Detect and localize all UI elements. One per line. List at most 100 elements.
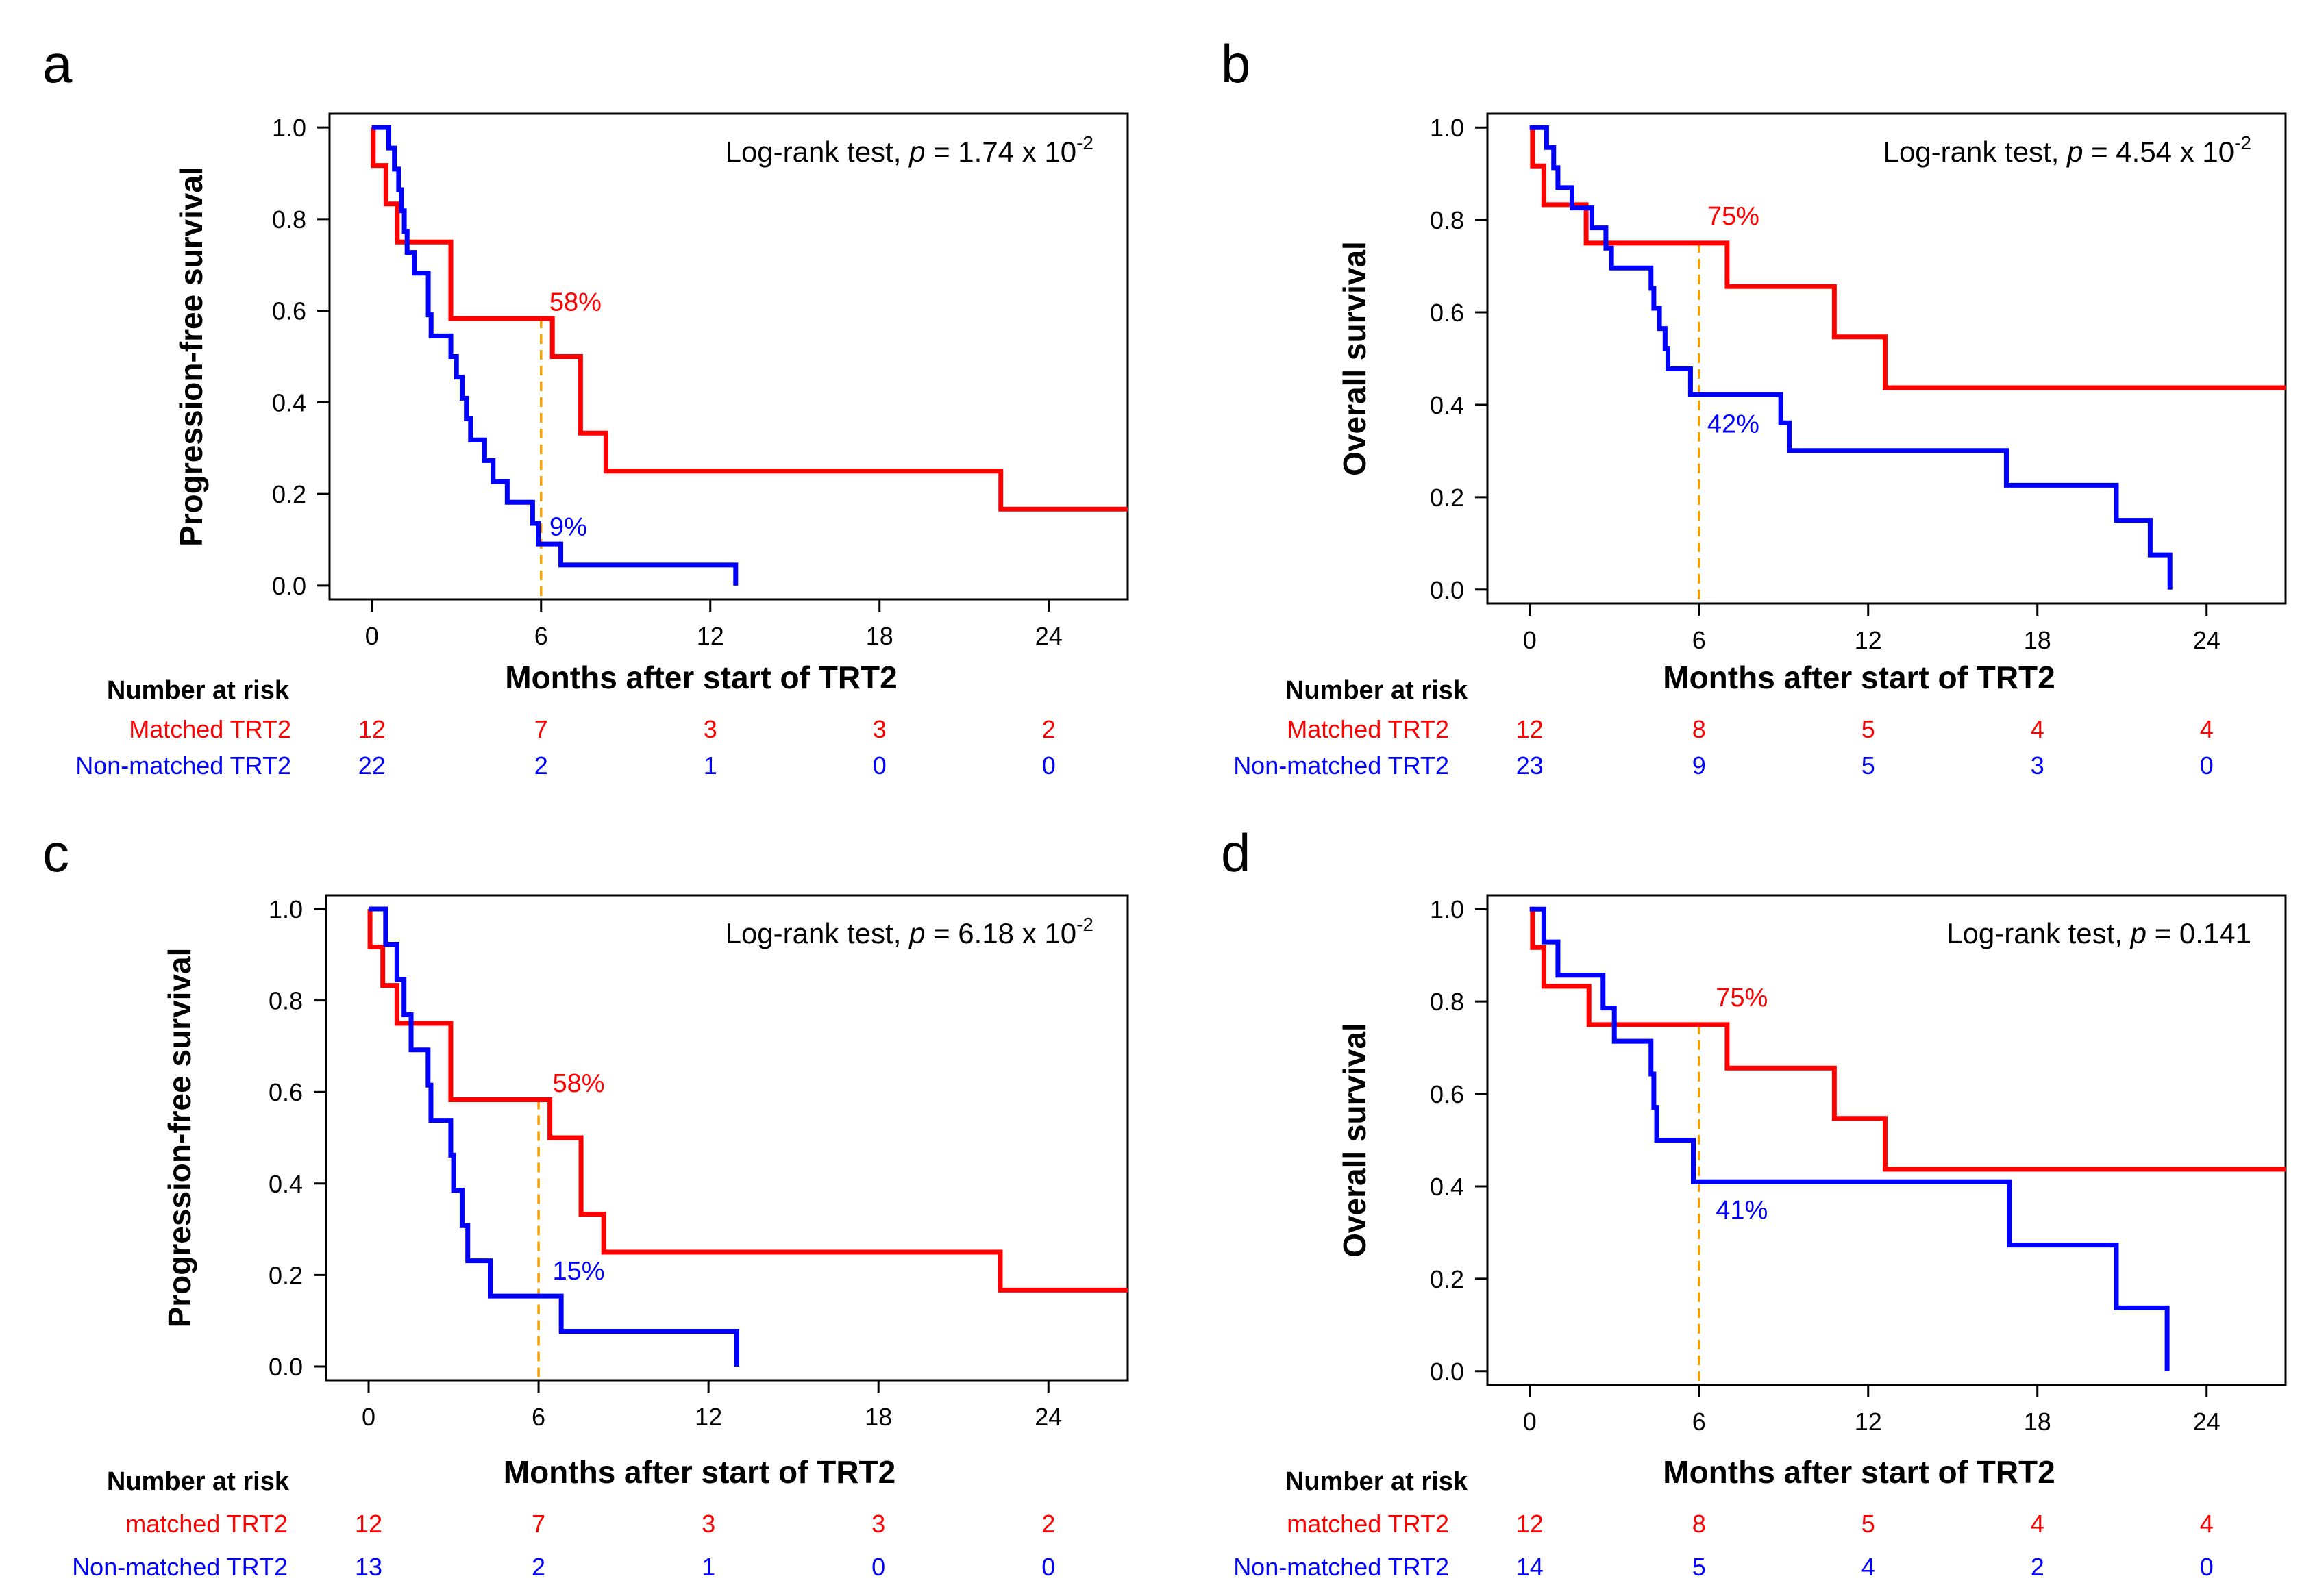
y-tick-label: 0.2 [1430,484,1464,512]
risk-count: 7 [534,715,548,743]
risk-count: 3 [2031,751,2044,780]
risk-count: 3 [873,715,887,743]
risk-count: 12 [358,715,386,743]
nonmatched-6mo-annotation: 42% [1707,410,1759,438]
y-tick-label: 0.0 [1430,1358,1464,1386]
risk-count: 22 [358,751,386,780]
x-tick-label: 0 [1523,1408,1537,1436]
y-tick-label: 0.4 [272,388,306,416]
y-tick-label: 0.6 [1430,1080,1464,1108]
panel-b: b 0.0 0.2 0.4 0.6 0.8 1.0 0 6 12 18 24 Overall survi… [1221,34,2287,780]
x-tick-label: 6 [534,622,548,650]
risk-row-label: Non-matched TRT2 [72,1553,288,1581]
y-tick-label: 1.0 [269,895,303,923]
y-tick-label: 1.0 [1430,114,1464,142]
y-axis-label: Progression-free survival [173,166,209,547]
nonmatched-survival-curve [369,906,739,1367]
x-tick-label: 18 [865,1403,892,1431]
risk-count: 2 [2031,1553,2044,1581]
log-rank-annotation: Log-rank test, p = 1.74 x 10-2 [726,132,1093,168]
risk-count: 5 [1861,751,1875,780]
y-tick-label: 0.4 [1430,1173,1464,1201]
risk-row-label: Matched TRT2 [1287,715,1449,743]
risk-table-header: Number at risk [1285,1467,1468,1496]
risk-count: 0 [873,751,887,780]
x-tick-label: 0 [362,1403,375,1431]
risk-row-label: Matched TRT2 [129,715,291,743]
risk-table-header: Number at risk [107,1467,290,1496]
risk-count: 2 [1042,715,1056,743]
nonmatched-survival-curve [1529,125,2173,590]
x-axis-label: Months after start of TRT2 [504,1454,895,1490]
panel-label: d [1221,823,1250,883]
y-tick-label: 1.0 [272,114,306,142]
matched-6mo-annotation: 75% [1716,984,1768,1012]
risk-count: 4 [2200,715,2214,743]
risk-row-label: Non-matched TRT2 [1233,1553,1449,1581]
y-tick-label: 0.2 [269,1261,303,1289]
risk-count: 5 [1692,1553,1706,1581]
risk-count: 4 [2031,1510,2044,1538]
matched-survival-curve [1529,906,2286,1172]
risk-count: 5 [1861,1510,1875,1538]
plot-frame [1486,894,2287,1386]
panel-label: b [1221,34,1250,94]
y-tick-label: 0.8 [1430,988,1464,1016]
x-tick-label: 6 [1692,626,1706,654]
y-axis-label: Progression-free survival [162,948,197,1328]
matched-survival-curve [371,125,1128,512]
y-tick-label: 1.0 [1430,895,1464,923]
risk-count: 0 [2200,1553,2214,1581]
x-axis-label: Months after start of TRT2 [505,660,897,695]
x-tick-label: 18 [2024,1408,2051,1436]
risk-count: 1 [702,1553,715,1581]
risk-count: 14 [1516,1553,1544,1581]
plot-frame [325,894,1129,1382]
x-tick-label: 24 [2193,1408,2221,1436]
risk-count: 8 [1692,715,1706,743]
x-tick-label: 18 [2024,626,2051,654]
y-tick-label: 0.6 [1430,299,1464,327]
x-tick-label: 12 [695,1403,722,1431]
panel-c: c0.00.20.40.60.81.00 6 12 18 24Progression-f… [42,823,1129,1581]
nonmatched-6mo-annotation: 41% [1716,1196,1768,1225]
nonmatched-survival-curve [371,125,739,586]
y-tick-label: 0.0 [269,1353,303,1381]
risk-count: 0 [871,1553,885,1581]
x-tick-label: 0 [1523,626,1537,654]
y-tick-label: 0.6 [269,1078,303,1106]
risk-count: 2 [1041,1510,1055,1538]
panel-label: c [42,823,69,883]
risk-count: 1 [704,751,717,780]
matched-survival-curve [367,906,1128,1293]
risk-row-label: matched TRT2 [125,1510,288,1538]
panel-label: a [42,34,73,94]
risk-row-label: Non-matched TRT2 [75,751,291,780]
y-tick-label: 0.0 [1430,576,1464,604]
x-tick-label: 24 [1035,622,1063,650]
y-tick-label: 0.8 [272,205,306,234]
risk-table-header: Number at risk [107,676,290,705]
x-tick-label: 6 [532,1403,545,1431]
x-tick-label: 12 [697,622,724,650]
x-tick-label: 12 [1855,626,1882,654]
matched-6mo-annotation: 58% [549,288,602,317]
risk-count: 5 [1861,715,1875,743]
risk-count: 4 [2031,715,2044,743]
risk-count: 2 [532,1553,545,1581]
risk-row-label: Non-matched TRT2 [1233,751,1449,780]
x-axis-label: Months after start of TRT2 [1663,1454,2055,1490]
y-tick-label: 0.6 [272,297,306,325]
risk-count: 7 [532,1510,545,1538]
x-tick-label: 0 [365,622,379,650]
panel-a: a0.00.20.40.60.81.00 6 12 18 24Progression-f… [42,34,1129,780]
risk-count: 13 [355,1553,382,1581]
risk-count: 3 [704,715,717,743]
x-tick-label: 6 [1692,1408,1706,1436]
y-tick-label: 0.2 [1430,1265,1464,1293]
matched-6mo-annotation: 58% [552,1069,604,1098]
risk-count: 8 [1692,1510,1706,1538]
y-tick-label: 0.0 [272,572,306,600]
